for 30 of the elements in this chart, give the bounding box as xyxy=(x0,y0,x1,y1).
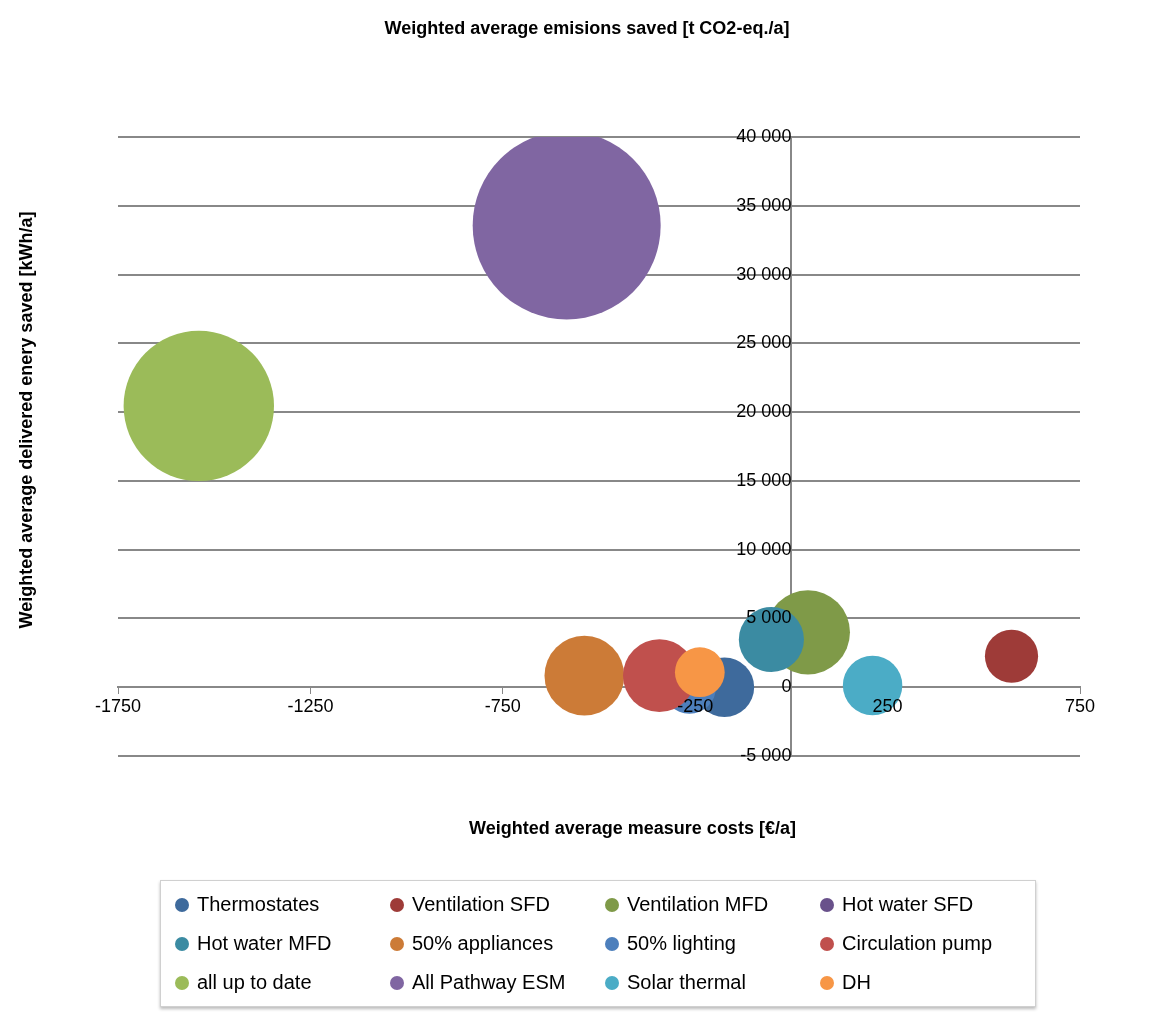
legend-label: Solar thermal xyxy=(627,971,746,994)
legend-label: All Pathway ESM xyxy=(412,971,566,994)
y-tick-label: 0 xyxy=(781,676,792,697)
y-tick-label: 5 000 xyxy=(746,607,792,628)
x-tick-label: 750 xyxy=(1064,695,1096,716)
legend-label: Hot water MFD xyxy=(197,932,332,955)
legend-label: Circulation pump xyxy=(842,932,993,955)
y-tick-label: 10 000 xyxy=(736,538,792,559)
y-tick-label: 20 000 xyxy=(736,401,792,422)
chart-title: Weighted average emisions saved [t CO2-eq./a] xyxy=(383,18,791,39)
legend-label: Hot water SFD xyxy=(842,893,974,916)
legend-label: all up to date xyxy=(197,971,312,994)
y-tick-label: 15 000 xyxy=(736,469,792,490)
legend-label: Thermostates xyxy=(197,893,320,916)
x-tick-label: -750 xyxy=(484,695,521,716)
x-axis-title: Weighted average measure costs [€/a] xyxy=(468,818,797,839)
legend-label: 50% appliances xyxy=(412,932,554,955)
legend-label: Ventilation MFD xyxy=(627,893,769,916)
y-tick-label: 40 000 xyxy=(736,125,792,146)
y-tick-label: 35 000 xyxy=(736,194,792,215)
y-tick-label: 30 000 xyxy=(736,263,792,284)
y-axis-title: Weighted average delivered enery saved [kWh/a] xyxy=(15,211,37,629)
x-tick-label: -1750 xyxy=(94,695,142,716)
legend-label: DH xyxy=(842,971,871,994)
y-tick-label: -5 000 xyxy=(740,744,792,765)
x-tick-label: -1250 xyxy=(287,695,334,716)
x-tick-label: -250 xyxy=(677,695,714,716)
y-tick-label: 25 000 xyxy=(736,332,792,353)
legend-label: Ventilation SFD xyxy=(412,893,550,916)
legend-label: 50% lighting xyxy=(627,932,736,955)
